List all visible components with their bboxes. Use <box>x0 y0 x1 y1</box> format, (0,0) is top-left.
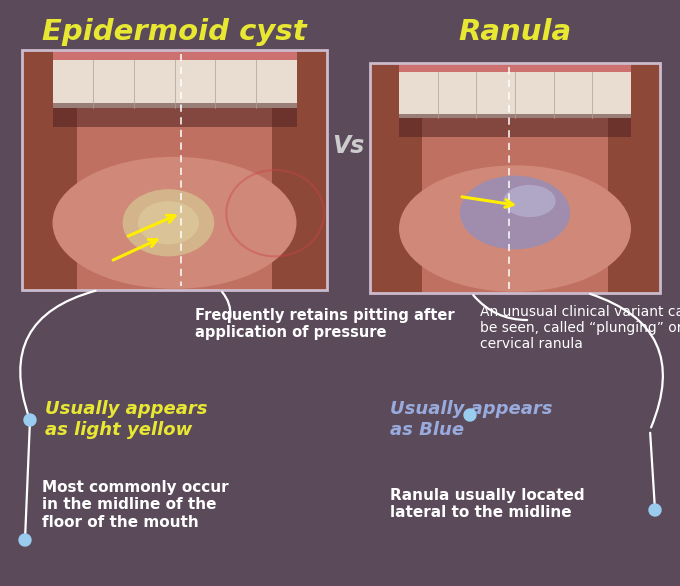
Bar <box>370 63 422 293</box>
Ellipse shape <box>399 165 631 292</box>
Ellipse shape <box>52 157 296 289</box>
Text: Most commonly occur
in the midline of the
floor of the mouth: Most commonly occur in the midline of th… <box>42 480 228 530</box>
Ellipse shape <box>460 176 570 249</box>
Bar <box>52 50 296 60</box>
Circle shape <box>24 414 36 426</box>
Text: Usually appears
as Blue: Usually appears as Blue <box>390 400 552 439</box>
Bar <box>608 63 660 293</box>
Text: Frequently retains pitting after
application of pressure: Frequently retains pitting after applica… <box>195 308 455 340</box>
Bar <box>370 63 660 293</box>
Ellipse shape <box>138 201 199 244</box>
Bar <box>399 67 631 118</box>
Circle shape <box>464 409 476 421</box>
Ellipse shape <box>122 189 214 257</box>
Text: An unusual clinical variant can
be seen, called “plunging” or
cervical ranula: An unusual clinical variant can be seen,… <box>480 305 680 352</box>
Text: Vs: Vs <box>333 134 364 158</box>
Bar <box>22 50 327 290</box>
Circle shape <box>19 534 31 546</box>
Bar <box>399 63 631 72</box>
Text: Epidermoid cyst: Epidermoid cyst <box>42 18 307 46</box>
Bar <box>52 103 296 127</box>
Text: Usually appears
as light yellow: Usually appears as light yellow <box>45 400 207 439</box>
Bar <box>52 55 296 108</box>
Text: Ranula usually located
lateral to the midline: Ranula usually located lateral to the mi… <box>390 488 585 520</box>
Bar <box>399 114 631 137</box>
Text: Ranula: Ranula <box>458 18 572 46</box>
Bar <box>370 63 660 293</box>
Ellipse shape <box>503 185 556 217</box>
Bar <box>272 50 327 290</box>
Bar <box>22 50 77 290</box>
Circle shape <box>649 504 661 516</box>
Bar <box>22 50 327 290</box>
